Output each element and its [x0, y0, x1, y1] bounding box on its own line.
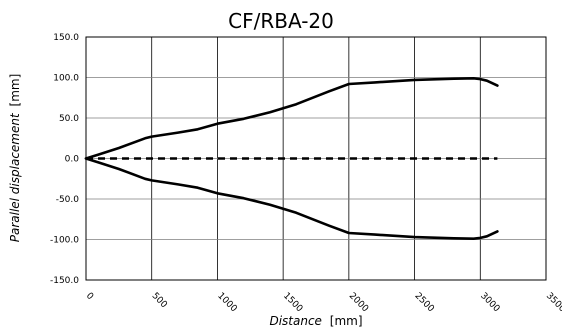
y-tick-label: -150.0 — [50, 276, 79, 286]
x-tick-label: 1000 — [215, 291, 238, 314]
y-axis-label: Parallel displacement [mm] — [8, 74, 22, 243]
x-tick-label: 2000 — [347, 291, 370, 314]
series-line-2 — [84, 157, 499, 240]
y-tick-label: 100.0 — [53, 74, 79, 84]
chart-title: CF/RBA-20 — [228, 9, 334, 33]
series-line-1 — [84, 77, 499, 160]
x-axis-label-name: Distance — [269, 314, 321, 328]
x-axis-label-unit: [mm] — [330, 314, 363, 328]
y-axis-label-unit: [mm] — [8, 74, 22, 107]
y-tick-labels: 150.0 100.0 50.0 0.0 -50.0 -100.0 -150.0 — [50, 33, 79, 286]
x-tick-labels: 0 500 1000 1500 2000 2500 3000 3500 — [84, 291, 562, 314]
x-tick-label: 500 — [150, 291, 169, 310]
x-axis-label: Distance [mm] — [269, 314, 362, 328]
x-tick-label: 3500 — [544, 291, 562, 314]
x-tick-label: 3000 — [478, 291, 501, 314]
x-tick-label: 0 — [84, 291, 95, 302]
y-tick-label: -50.0 — [56, 195, 80, 205]
y-tick-label: 50.0 — [59, 114, 79, 124]
y-tick-label: -100.0 — [50, 236, 79, 246]
series-layer — [84, 77, 499, 240]
y-tick-label: 0.0 — [65, 155, 80, 165]
x-tick-label: 2500 — [412, 291, 435, 314]
y-axis-label-name: Parallel displacement — [8, 112, 22, 242]
x-tick-label: 1500 — [281, 291, 304, 314]
y-tick-label: 150.0 — [53, 33, 79, 43]
